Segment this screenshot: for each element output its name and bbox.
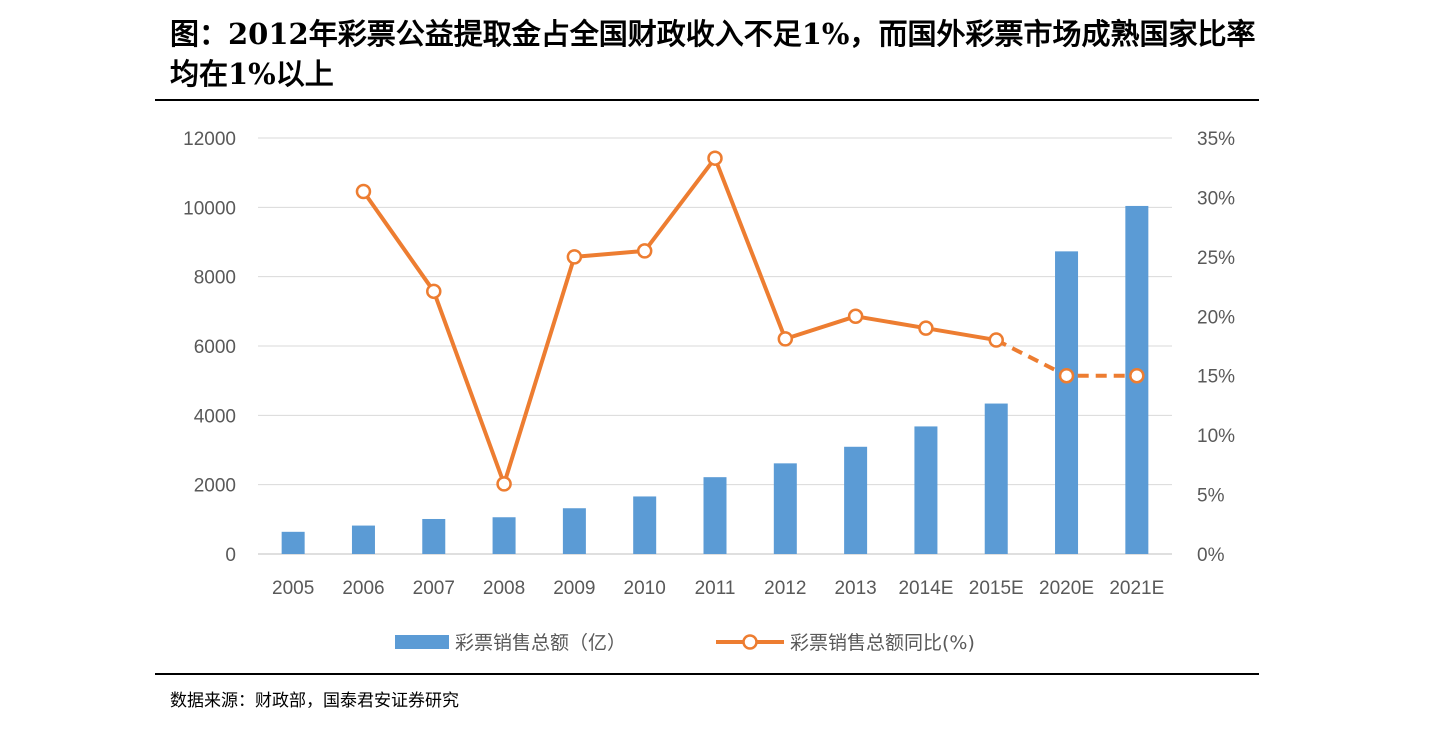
line-point [1058, 367, 1075, 384]
source-note: 数据来源：财政部，国泰君安证券研究 [170, 691, 459, 711]
line-point [707, 150, 723, 166]
legend-line-label: 彩票销售总额同比(%) [790, 632, 975, 654]
bar [351, 525, 375, 554]
x-tick-label: 2013 [834, 578, 876, 599]
source-divider [155, 673, 1259, 675]
line-point [355, 183, 372, 200]
line-point [426, 283, 442, 300]
x-tick-label: 2010 [624, 578, 666, 599]
line-point [636, 243, 653, 259]
right-axis-ticks: 0% 5% 10% 15% 20% 25% 30% 35% [1197, 129, 1235, 566]
line-point [496, 476, 512, 492]
left-axis-ticks: 0 2000 4000 6000 8000 10000 12000 [183, 129, 236, 566]
bar [703, 477, 727, 554]
left-tick-label: 8000 [194, 268, 236, 289]
left-tick-label: 10000 [183, 198, 236, 219]
chart-title: 图：2012年彩票公益提取金占全国财政收入不足1%，而国外彩票市场成熟国家比率均… [170, 17, 1256, 91]
right-tick-label: 20% [1197, 307, 1235, 328]
x-tick-label: 2012 [764, 578, 806, 599]
x-tick-label: 2005 [272, 578, 314, 599]
x-tick-label: 2020E [1039, 578, 1094, 599]
line-point [566, 249, 583, 265]
bar [422, 518, 446, 554]
right-tick-label: 25% [1197, 248, 1235, 269]
right-tick-label: 30% [1197, 188, 1235, 209]
line-point [918, 320, 934, 336]
bar [562, 508, 586, 554]
right-tick-label: 10% [1197, 426, 1235, 447]
x-axis-ticks: 2005 2006 2007 2008 2009 2010 2011 2012 2013 2014… [272, 578, 1164, 599]
bar [773, 463, 797, 554]
left-tick-label: 2000 [194, 476, 236, 497]
right-tick-label: 0% [1197, 545, 1225, 566]
left-tick-label: 6000 [194, 337, 236, 358]
x-tick-label: 2014E [898, 578, 953, 599]
title-divider [155, 99, 1259, 101]
line-points [355, 150, 1145, 492]
bar [281, 531, 305, 554]
left-tick-label: 12000 [183, 129, 236, 150]
x-tick-label: 2011 [695, 578, 736, 599]
bar [633, 496, 657, 554]
right-tick-label: 35% [1197, 129, 1235, 150]
x-tick-label: 2021E [1109, 578, 1164, 599]
line-point [777, 331, 794, 347]
line-point [1129, 367, 1145, 384]
x-tick-label: 2015E [969, 578, 1024, 599]
legend-line-marker [742, 634, 758, 650]
left-tick-label: 0 [225, 545, 236, 566]
bar [1055, 251, 1079, 555]
right-tick-label: 15% [1197, 367, 1235, 388]
bar [492, 517, 516, 554]
bar [914, 426, 938, 554]
legend: 彩票销售总额（亿） 彩票销售总额同比(%) [395, 632, 975, 654]
x-tick-label: 2007 [413, 578, 455, 599]
legend-bar-label: 彩票销售总额（亿） [455, 632, 626, 654]
line-point [847, 308, 864, 325]
line-point [988, 332, 1004, 348]
legend-bar-swatch [395, 635, 449, 649]
gridlines [258, 137, 1172, 555]
line-solid-segment [361, 156, 997, 486]
right-tick-label: 5% [1197, 486, 1225, 507]
left-tick-label: 4000 [194, 406, 236, 427]
x-tick-label: 2006 [342, 578, 384, 599]
bar [984, 403, 1008, 554]
bar [844, 446, 868, 554]
x-tick-label: 2008 [483, 578, 525, 599]
x-tick-label: 2009 [553, 578, 595, 599]
